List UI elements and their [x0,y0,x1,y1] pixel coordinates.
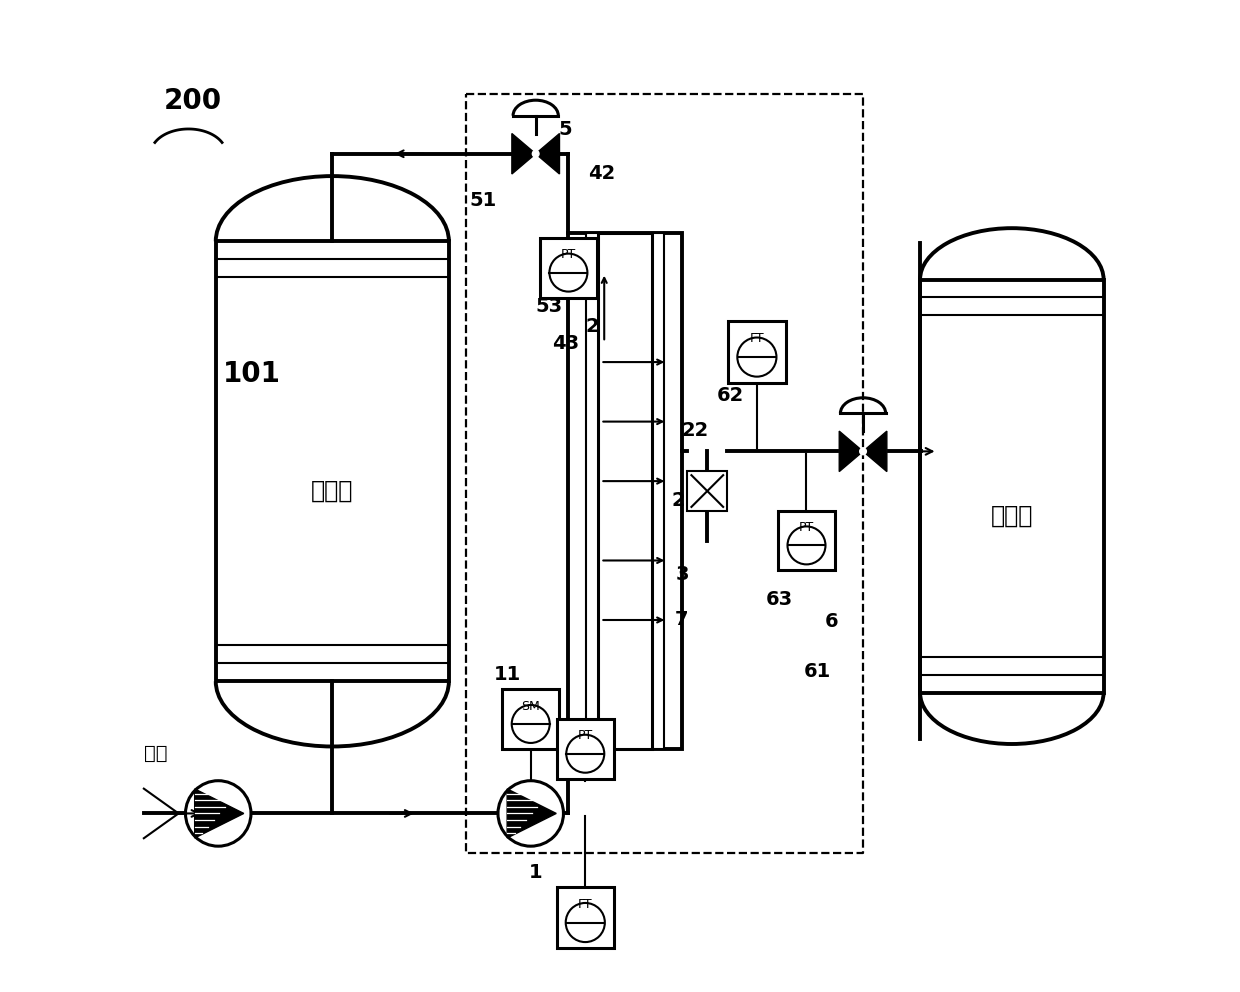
Polygon shape [195,789,244,838]
Text: 11: 11 [494,665,521,683]
Text: SM: SM [521,699,541,712]
Text: 2: 2 [585,317,599,336]
Bar [598,233,652,749]
Text: 清液罐: 清液罐 [991,504,1033,528]
Bar [687,471,727,511]
Polygon shape [507,789,557,838]
Text: 6: 6 [825,612,838,631]
Text: 4: 4 [556,263,569,282]
Text: 7: 7 [675,610,688,629]
Text: 22: 22 [682,422,709,440]
Text: 200: 200 [164,87,222,115]
Bar [585,233,665,749]
Circle shape [567,735,604,773]
Polygon shape [839,432,863,471]
Polygon shape [863,432,887,471]
Bar [502,689,559,749]
Text: 3: 3 [676,565,689,584]
Text: 43: 43 [553,334,579,353]
Circle shape [549,254,588,292]
Circle shape [859,448,867,454]
Bar [557,887,614,948]
Circle shape [498,781,563,846]
Polygon shape [512,134,536,174]
Text: 42: 42 [588,164,615,183]
Text: PT: PT [578,729,593,742]
Bar [557,719,614,779]
Text: 1: 1 [528,863,542,882]
Circle shape [512,705,549,743]
Text: 液料: 液料 [144,744,167,763]
Text: FT: FT [750,332,764,345]
Bar [728,321,786,383]
Bar [920,280,1104,692]
Circle shape [738,337,776,377]
Bar [539,238,598,298]
Text: 缓冲罐: 缓冲罐 [311,479,353,503]
Text: PT: PT [799,521,815,534]
Text: PT: PT [560,248,577,261]
Text: 62: 62 [717,386,744,405]
Text: FT: FT [578,898,593,911]
Text: 51: 51 [469,191,496,210]
Text: 5: 5 [558,120,572,139]
Circle shape [186,781,250,846]
Bar [216,241,449,682]
Text: 63: 63 [766,590,792,609]
Circle shape [565,903,605,942]
Text: 61: 61 [804,662,831,681]
Circle shape [532,151,539,157]
Text: 53: 53 [536,298,563,316]
Text: 21: 21 [672,491,699,510]
Text: 101: 101 [223,360,281,388]
Bar [777,511,836,570]
Bar [568,233,682,749]
Polygon shape [536,134,559,174]
Circle shape [787,527,826,564]
